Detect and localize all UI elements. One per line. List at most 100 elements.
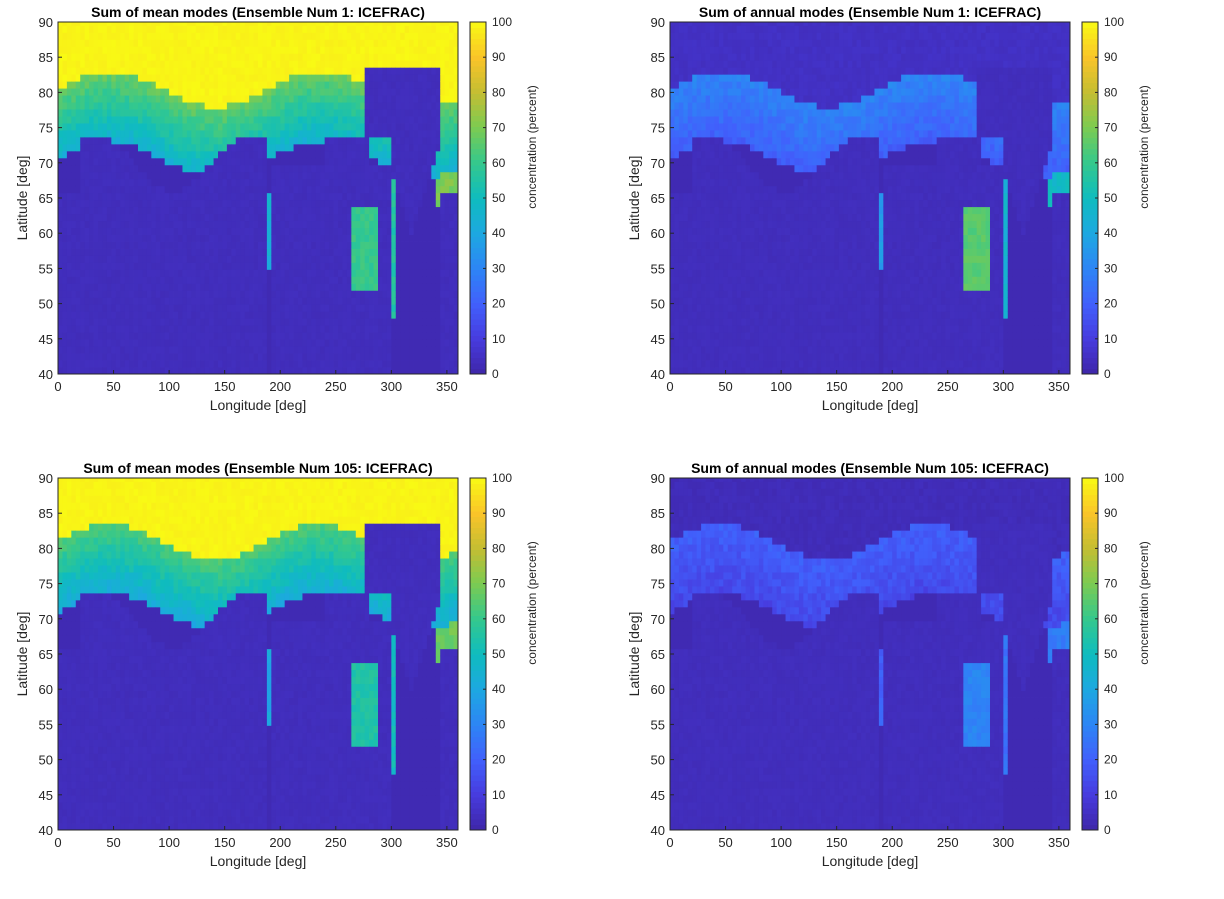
heatmap-cell (227, 304, 232, 311)
heatmap-cell (165, 39, 170, 46)
heatmap-cell (62, 53, 67, 60)
heatmap-cell (125, 242, 130, 249)
heatmap-cell (302, 116, 307, 123)
heatmap-cell (214, 367, 219, 374)
heatmap-cell (258, 249, 263, 256)
heatmap-cell (174, 193, 179, 200)
heatmap-cell (302, 304, 307, 311)
heatmap-cell (674, 53, 679, 60)
heatmap-cell (249, 304, 254, 311)
heatmap-cell (369, 130, 374, 137)
heatmap-cell (62, 137, 67, 144)
heatmap-cell (351, 318, 356, 325)
heatmap-cell (391, 360, 396, 367)
heatmap-cell (94, 53, 99, 60)
heatmap-cell (116, 144, 121, 151)
heatmap-cell (231, 311, 236, 318)
heatmap-cell (169, 165, 174, 172)
heatmap-cell (236, 200, 241, 207)
heatmap-cell (289, 151, 294, 158)
heatmap-cell (347, 95, 352, 102)
heatmap-cell (436, 207, 441, 214)
heatmap-cell (405, 200, 410, 207)
heatmap-cell (62, 172, 67, 179)
heatmap-cell (276, 186, 281, 193)
heatmap-cell (688, 88, 693, 95)
heatmap-cell (151, 221, 156, 228)
heatmap-cell (187, 81, 192, 88)
heatmap-cell (360, 325, 365, 332)
heatmap-cell (436, 25, 441, 32)
heatmap-cell (688, 123, 693, 130)
heatmap-cell (334, 318, 339, 325)
heatmap-cell (182, 32, 187, 39)
heatmap-cell (688, 214, 693, 221)
heatmap-cell (347, 255, 352, 262)
heatmap-cell (387, 290, 392, 297)
heatmap-cell (688, 165, 693, 172)
heatmap-cell (400, 60, 405, 67)
heatmap-cell (236, 137, 241, 144)
heatmap-cell (102, 32, 107, 39)
colorbar-swatch (470, 83, 486, 89)
heatmap-cell (209, 25, 214, 32)
heatmap-cell (107, 311, 112, 318)
heatmap-cell (338, 249, 343, 256)
heatmap-cell (338, 123, 343, 130)
heatmap-cell (85, 193, 90, 200)
heatmap-cell (280, 88, 285, 95)
heatmap-cell (294, 144, 299, 151)
heatmap-cell (414, 332, 419, 339)
heatmap-cell (320, 123, 325, 130)
heatmap-cell (245, 158, 250, 165)
heatmap-cell (169, 123, 174, 130)
heatmap-cell (316, 228, 321, 235)
heatmap-cell (245, 304, 250, 311)
heatmap-cell (142, 193, 147, 200)
heatmap-cell (360, 130, 365, 137)
heatmap-cell (98, 158, 103, 165)
heatmap-cell (62, 60, 67, 67)
heatmap-cell (360, 339, 365, 346)
heatmap-cell (196, 53, 201, 60)
heatmap-cell (329, 116, 334, 123)
heatmap-cell (102, 304, 107, 311)
heatmap-cell (120, 123, 125, 130)
heatmap-cell (276, 283, 281, 290)
heatmap-cell (58, 242, 63, 249)
heatmap-cell (382, 95, 387, 102)
heatmap-cell (254, 367, 259, 374)
heatmap-cell (674, 32, 679, 39)
heatmap-cell (116, 242, 121, 249)
heatmap-cell (169, 283, 174, 290)
heatmap-cell (440, 276, 445, 283)
heatmap-cell (80, 186, 85, 193)
heatmap-cell (129, 360, 134, 367)
heatmap-cell (80, 269, 85, 276)
heatmap-cell (334, 123, 339, 130)
heatmap-cell (400, 325, 405, 332)
heatmap-cell (151, 130, 156, 137)
heatmap-cell (445, 46, 450, 53)
heatmap-cell (436, 22, 441, 26)
heatmap-cell (449, 353, 454, 360)
heatmap-cell (76, 137, 81, 144)
heatmap-cell (276, 60, 281, 67)
heatmap-cell (231, 144, 236, 151)
heatmap-cell (674, 39, 679, 46)
heatmap-cell (116, 60, 121, 67)
heatmap-cell (378, 304, 383, 311)
heatmap-cell (418, 269, 423, 276)
heatmap-cell (205, 346, 210, 353)
heatmap-cell (298, 235, 303, 242)
heatmap-cell (196, 74, 201, 81)
heatmap-cell (134, 207, 139, 214)
heatmap-cell (267, 318, 272, 325)
heatmap-cell (325, 109, 330, 116)
heatmap-cell (94, 228, 99, 235)
heatmap-cell (214, 151, 219, 158)
heatmap-cell (94, 95, 99, 102)
heatmap-cell (400, 214, 405, 221)
heatmap-cell (294, 221, 299, 228)
heatmap-cell (196, 130, 201, 137)
